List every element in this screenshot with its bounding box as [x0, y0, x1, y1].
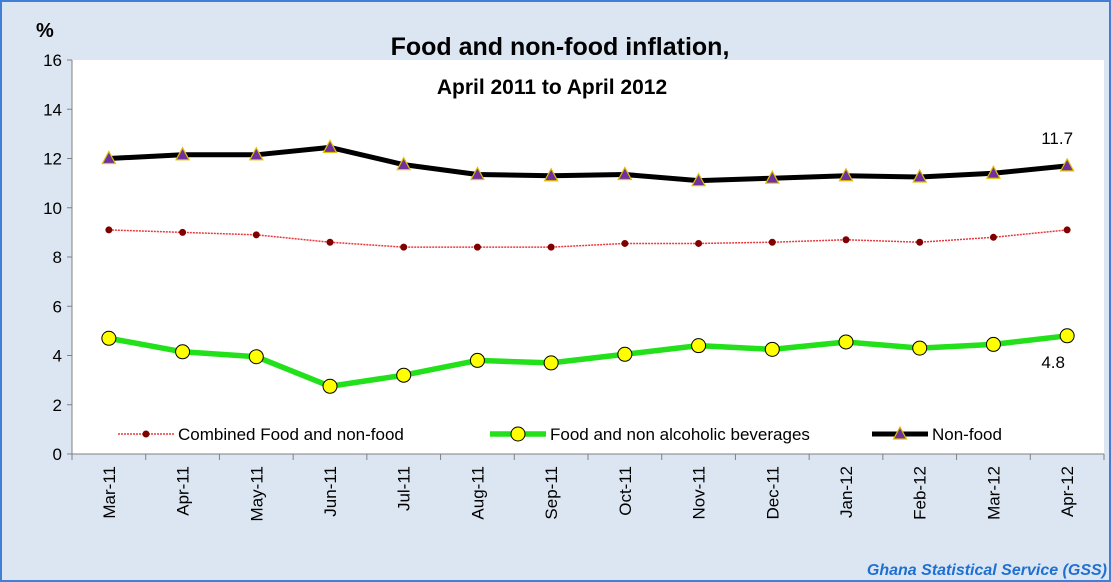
data-point [473, 243, 481, 251]
chart-subtitle: April 2011 to April 2012 [437, 76, 667, 99]
y-tick-label: 2 [53, 396, 62, 415]
series-line [108, 229, 1068, 248]
legend-item: Food and non alcoholic beverages [490, 425, 810, 444]
legend-item: Non-food [872, 425, 1002, 444]
data-point [1063, 226, 1071, 234]
data-point [985, 165, 1001, 179]
series-2 [101, 139, 1075, 187]
data-point [547, 243, 555, 251]
y-tick-label: 4 [53, 347, 62, 366]
data-point [248, 146, 264, 161]
y-tick-label: 8 [53, 248, 62, 267]
x-tick-label: Apr-11 [174, 466, 193, 516]
data-point [469, 352, 485, 368]
data-point [892, 425, 908, 440]
data-point [768, 238, 776, 246]
x-tick-label: Dec-11 [763, 466, 782, 520]
data-point [912, 168, 928, 183]
data-point [510, 426, 526, 442]
y-tick-label: 14 [43, 100, 62, 119]
data-point [764, 169, 780, 184]
x-tick-label: Nov-11 [690, 466, 709, 520]
data-point [396, 367, 412, 383]
x-tick-label: Sep-11 [542, 466, 561, 520]
plot-area [72, 60, 1104, 454]
data-point [838, 334, 854, 350]
data-point [989, 233, 997, 241]
data-point [621, 239, 629, 247]
legend-label: Combined Food and non-food [178, 425, 404, 444]
axes: 0 2 4 6 8 10 12 14 16 Mar-11 Apr-11 May-11 Jun-11 Jul… [43, 51, 1105, 521]
data-label: 11.7 [1041, 129, 1073, 148]
legend-label: Food and non alcoholic beverages [550, 425, 810, 444]
y-tick-label: 6 [53, 297, 62, 316]
legend-label: Non-food [932, 425, 1002, 444]
y-tick-label: 0 [53, 445, 62, 464]
data-point [175, 146, 191, 161]
data-point [396, 156, 412, 171]
x-tick-label: Mar-11 [100, 466, 119, 519]
x-tick-label: Aug-11 [468, 466, 487, 520]
data-point [179, 228, 187, 236]
data-point [617, 346, 633, 362]
x-tick-label: Apr-12 [1058, 466, 1077, 517]
series-0 [105, 226, 1071, 251]
data-point [322, 139, 338, 154]
data-label: 4.8 [1041, 353, 1065, 372]
data-point [617, 166, 633, 181]
data-point [838, 167, 854, 182]
legend: Combined Food and non-food Food and non a… [118, 425, 1002, 444]
x-tick-label: Feb-12 [911, 466, 930, 520]
annotations: 11.7 4.8 [1041, 129, 1073, 372]
data-point [1059, 157, 1075, 172]
data-point [842, 236, 850, 244]
data-point [543, 355, 559, 371]
legend-item: Combined Food and non-food [118, 425, 404, 444]
series-line [108, 144, 1068, 184]
x-tick-label: Jan-12 [837, 466, 856, 518]
data-point [322, 378, 338, 394]
x-tick-label: Jul-11 [395, 466, 414, 511]
data-point [142, 430, 150, 438]
data-point [400, 243, 408, 251]
chart-title: Food and non-food inflation, [391, 33, 730, 61]
data-point [101, 150, 117, 165]
data-point [326, 238, 334, 246]
data-point [691, 172, 707, 187]
data-point [764, 341, 780, 357]
data-point [469, 166, 485, 181]
data-point [912, 340, 928, 356]
data-point [252, 231, 260, 239]
y-axis-label: % [36, 20, 54, 42]
source-credit: Ghana Statistical Service (GSS) [866, 562, 1107, 579]
y-tick-label: 10 [43, 199, 62, 218]
x-tick-label: Oct-11 [616, 466, 635, 516]
data-point [248, 349, 264, 365]
series-layer [101, 139, 1075, 394]
series-1 [101, 328, 1075, 394]
data-point [543, 167, 559, 182]
data-point [695, 239, 703, 247]
data-point [1059, 328, 1075, 344]
data-point [916, 238, 924, 246]
x-tick-label: Mar-12 [984, 466, 1003, 520]
y-tick-label: 12 [43, 150, 62, 169]
data-point [105, 226, 113, 234]
x-tick-label: Jun-11 [321, 466, 340, 517]
y-tick-label: 16 [43, 51, 62, 70]
data-point [985, 336, 1001, 352]
series-line [108, 333, 1068, 390]
data-point [175, 344, 191, 360]
data-point [101, 330, 117, 346]
x-tick-label: May-11 [247, 466, 266, 521]
data-point [691, 338, 707, 354]
